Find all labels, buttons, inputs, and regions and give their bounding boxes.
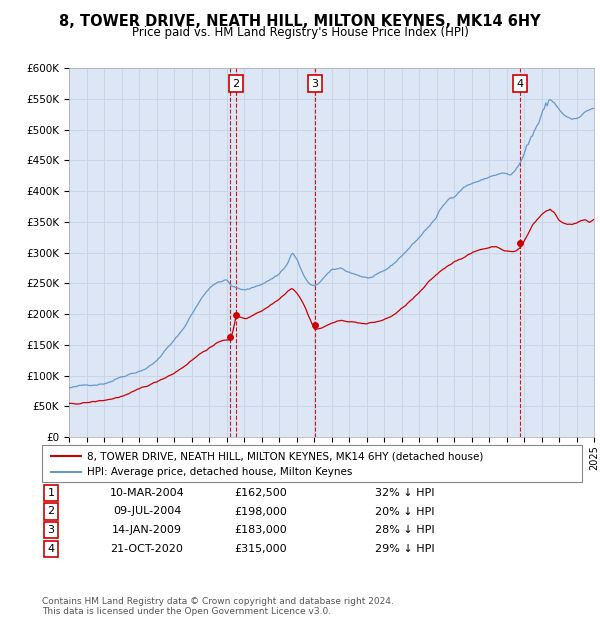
Text: 28% ↓ HPI: 28% ↓ HPI — [375, 525, 434, 535]
Text: 8, TOWER DRIVE, NEATH HILL, MILTON KEYNES, MK14 6HY (detached house): 8, TOWER DRIVE, NEATH HILL, MILTON KEYNE… — [87, 451, 484, 461]
Text: 10-MAR-2004: 10-MAR-2004 — [110, 488, 184, 498]
Text: 09-JUL-2004: 09-JUL-2004 — [113, 507, 181, 516]
Text: £162,500: £162,500 — [235, 488, 287, 498]
Text: 21-OCT-2020: 21-OCT-2020 — [110, 544, 184, 554]
Text: 2: 2 — [232, 79, 239, 89]
Text: £198,000: £198,000 — [235, 507, 287, 516]
Text: 4: 4 — [47, 544, 55, 554]
Text: 29% ↓ HPI: 29% ↓ HPI — [375, 544, 434, 554]
Text: 14-JAN-2009: 14-JAN-2009 — [112, 525, 182, 535]
Text: 32% ↓ HPI: 32% ↓ HPI — [375, 488, 434, 498]
Text: £315,000: £315,000 — [235, 544, 287, 554]
Text: Price paid vs. HM Land Registry's House Price Index (HPI): Price paid vs. HM Land Registry's House … — [131, 26, 469, 39]
Text: 4: 4 — [517, 79, 524, 89]
Text: 2: 2 — [47, 507, 55, 516]
Text: 8, TOWER DRIVE, NEATH HILL, MILTON KEYNES, MK14 6HY: 8, TOWER DRIVE, NEATH HILL, MILTON KEYNE… — [59, 14, 541, 29]
Text: Contains HM Land Registry data © Crown copyright and database right 2024.: Contains HM Land Registry data © Crown c… — [42, 597, 394, 606]
Text: £183,000: £183,000 — [235, 525, 287, 535]
Text: This data is licensed under the Open Government Licence v3.0.: This data is licensed under the Open Gov… — [42, 607, 331, 616]
Text: 1: 1 — [47, 488, 55, 498]
Text: 3: 3 — [47, 525, 55, 535]
Text: HPI: Average price, detached house, Milton Keynes: HPI: Average price, detached house, Milt… — [87, 467, 352, 477]
Text: 20% ↓ HPI: 20% ↓ HPI — [375, 507, 434, 516]
Text: 3: 3 — [311, 79, 318, 89]
